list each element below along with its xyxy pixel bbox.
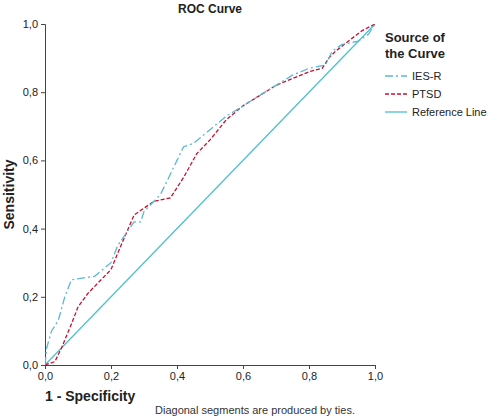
tick-mark [375, 365, 376, 369]
plot-area [45, 24, 375, 365]
tick-mark [177, 365, 178, 369]
tick-mark [41, 229, 45, 230]
tick-label: 0,0 [38, 370, 53, 382]
title: ROC Curve [178, 2, 242, 16]
legend-swatch [385, 111, 407, 112]
chart: ROC Curve0,00,20,40,60,81,00,00,20,40,60… [0, 0, 500, 420]
series-line [45, 24, 375, 365]
tick: 0,0 [23, 359, 45, 371]
footnote: Diagonal segments are produced by ties. [155, 404, 355, 416]
axis-line [46, 366, 376, 370]
tick-label: 0,4 [23, 223, 38, 235]
tick-label: 0,6 [23, 154, 38, 166]
y-axis-title: Sensitivity [1, 159, 17, 229]
tick-label: 0,8 [302, 370, 317, 382]
tick: 0,8 [23, 86, 45, 98]
tick-mark [41, 24, 45, 25]
tick-mark [41, 92, 45, 93]
tick-label: 0,4 [170, 370, 185, 382]
tick: 0,4 [23, 223, 45, 235]
tick-mark [41, 160, 45, 161]
series-line [45, 24, 375, 365]
tick: 1,0 [23, 18, 45, 30]
tick: 1,0 [368, 365, 383, 382]
tick-mark [41, 365, 45, 366]
legend-swatch [385, 93, 407, 94]
legend-label: PTSD [412, 88, 441, 100]
tick-label: 0,2 [104, 370, 119, 382]
tick: 0,2 [104, 365, 119, 382]
y-axis: 0,0 0,2 0,4 0,6 0,8 1,0 [23, 18, 46, 371]
series-line [45, 24, 375, 365]
tick: 0,2 [23, 291, 45, 303]
tick-mark [41, 297, 45, 298]
tick-label: 0,8 [23, 86, 38, 98]
tick-mark [309, 365, 310, 369]
legend-title: Source ofthe Curve [385, 30, 446, 61]
legend-label: IES-R [412, 70, 441, 82]
tick-label: 1,0 [23, 18, 38, 30]
tick-label: 0,6 [236, 370, 251, 382]
tick-label: 0,2 [23, 291, 38, 303]
axis-line [41, 25, 46, 366]
tick-label: 1,0 [368, 370, 383, 382]
tick: 0,0 [38, 365, 53, 382]
tick: 0,6 [236, 365, 251, 382]
tick: 0,6 [23, 154, 45, 166]
legend-swatch [385, 75, 407, 76]
x-axis-title: 1 - Specificity [45, 388, 135, 404]
tick-mark [243, 365, 244, 369]
tick: 0,8 [302, 365, 317, 382]
tick: 0,4 [170, 365, 185, 382]
legend-label: Reference Line [412, 106, 487, 118]
tick-label: 0,0 [23, 359, 38, 371]
tick-mark [111, 365, 112, 369]
legend: Source ofthe Curve IES-R PTSD Reference Lin… [385, 30, 487, 118]
x-axis: 0,0 0,2 0,4 0,6 0,8 1,0 [38, 365, 383, 382]
